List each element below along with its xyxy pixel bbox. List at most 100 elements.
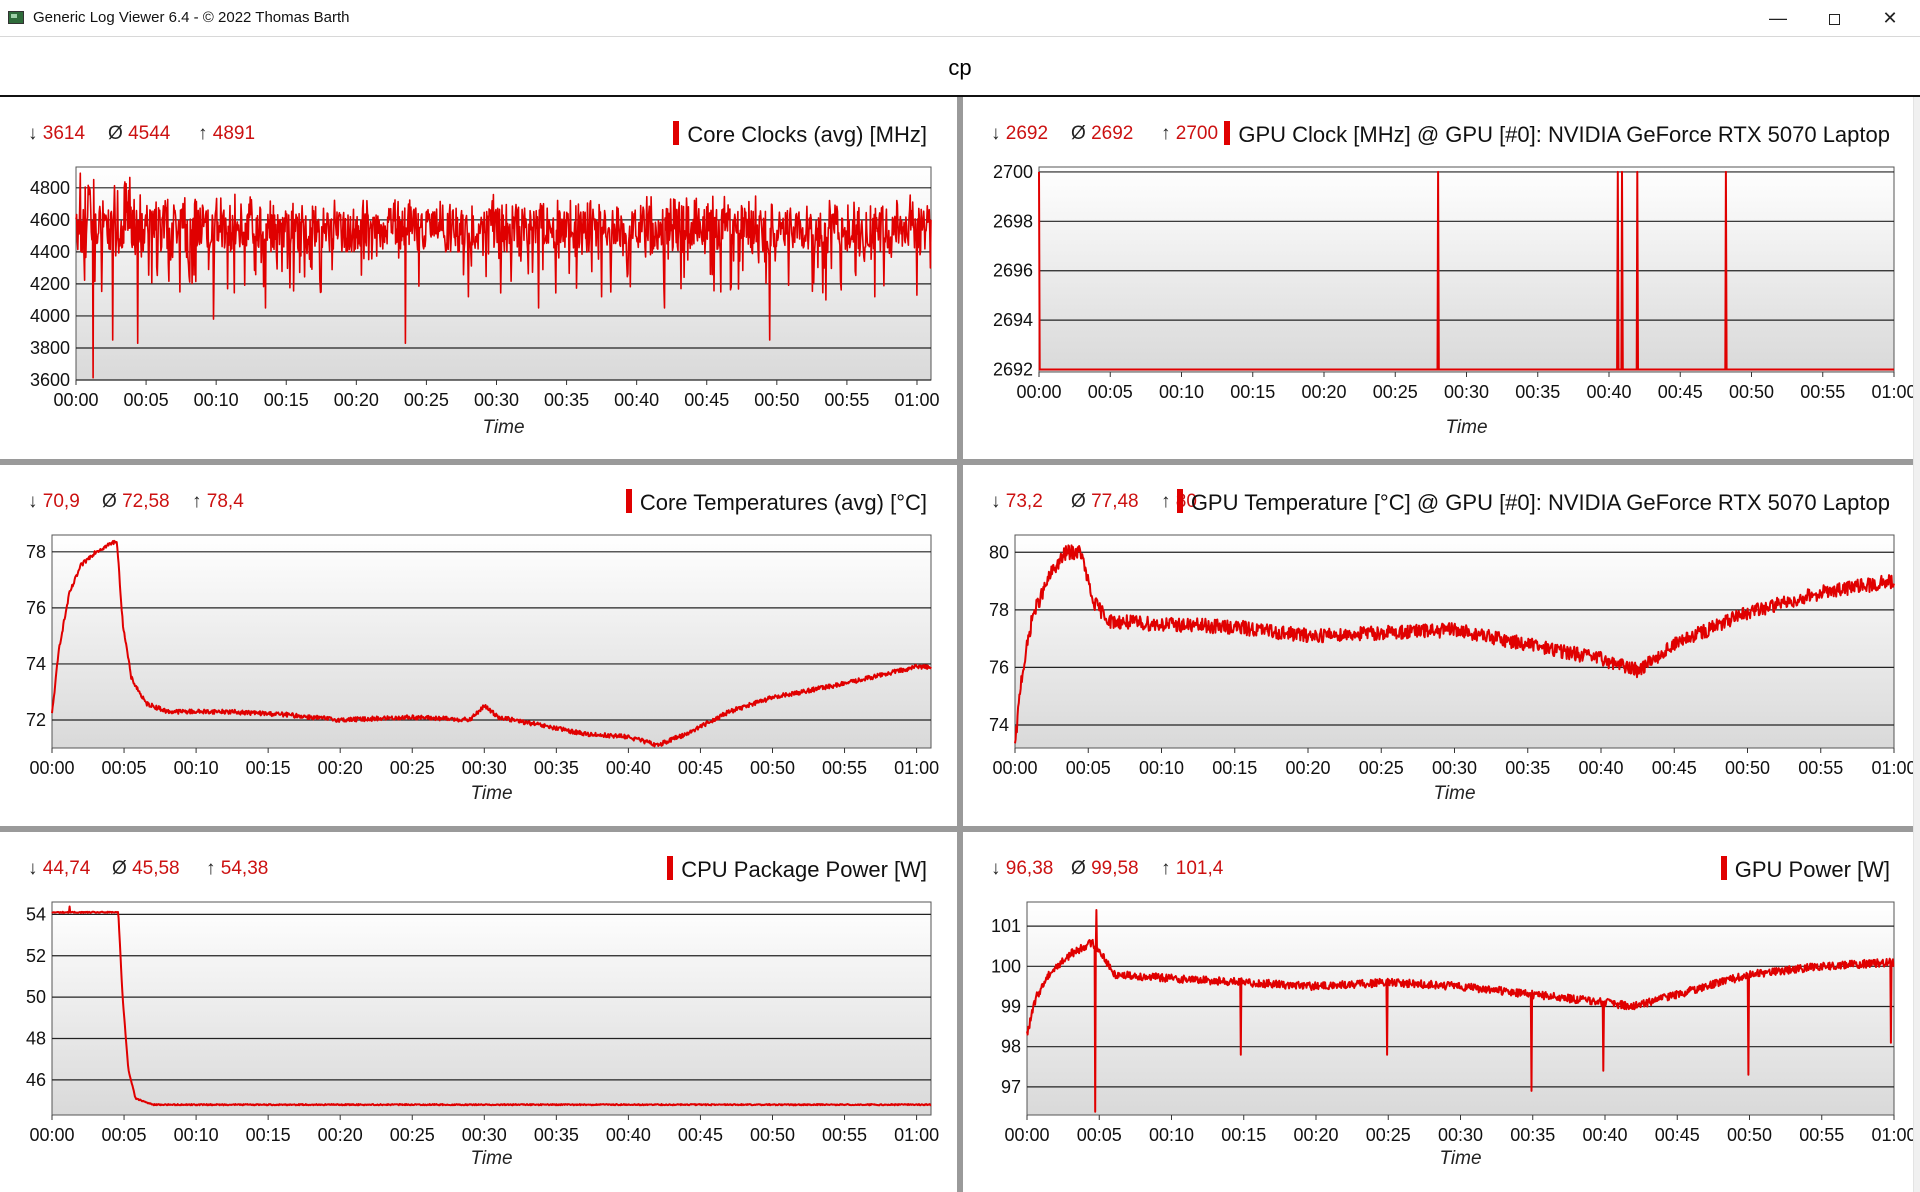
chart-title: CPU Package Power [W]: [667, 856, 927, 883]
stat-max: ↑ 2700: [1161, 123, 1218, 145]
x-tick-label: 01:00: [1871, 1125, 1914, 1145]
chart-title-text: Core Temperatures (avg) [°C]: [639, 490, 927, 515]
stat-avg: Ø 72,58: [102, 491, 170, 513]
stat-min: ↓ 70,9: [28, 491, 80, 513]
stat-min-symbol: ↓: [28, 123, 43, 144]
y-tick-label: 74: [26, 654, 46, 674]
close-button[interactable]: ✕: [1882, 8, 1898, 28]
x-tick-label: 00:05: [1088, 382, 1133, 402]
legend-swatch: [673, 121, 680, 145]
x-tick-label: 00:35: [1510, 1125, 1555, 1145]
title-bar: Generic Log Viewer 6.4 - © 2022 Thomas B…: [0, 0, 1920, 37]
x-tick-label: 00:35: [534, 758, 579, 778]
x-axis-label: Time: [470, 783, 513, 804]
x-tick-label: 00:35: [544, 390, 589, 410]
stat-max-symbol: ↑: [198, 123, 213, 144]
x-tick-label: 01:00: [894, 390, 939, 410]
stat-min: ↓ 96,38: [991, 858, 1053, 880]
chart-panel-5: ↓ 44,74 Ø 45,58 ↑ 54,38 CPU Package Power […: [0, 832, 957, 1192]
stat-min-value: 3614: [42, 123, 86, 144]
x-tick-label: 00:50: [750, 758, 795, 778]
minimize-button[interactable]: —: [1769, 8, 1787, 28]
y-tick-label: 76: [989, 657, 1009, 677]
y-tick-label: 99: [1001, 996, 1021, 1016]
series-line: [1026, 909, 1895, 1113]
x-tick-label: 00:45: [678, 758, 723, 778]
x-tick-label: 00:50: [750, 1125, 795, 1145]
stat-min-symbol: ↓: [991, 858, 1006, 879]
y-tick-label: 48: [26, 1028, 46, 1048]
stat-avg-value: 99,58: [1091, 858, 1139, 879]
x-tick-label: 00:45: [1658, 382, 1703, 402]
y-tick-label: 4400: [30, 242, 70, 262]
chart-title: GPU Clock [MHz] @ GPU [#0]: NVIDIA GeFor…: [1224, 121, 1890, 148]
x-tick-label: 00:25: [1359, 758, 1404, 778]
stat-avg-value: 2692: [1091, 123, 1134, 144]
stat-avg: Ø 2692: [1071, 123, 1133, 145]
x-tick-label: 00:35: [1515, 382, 1560, 402]
series-line: [51, 905, 932, 1107]
x-tick-label: 01:00: [1871, 758, 1914, 778]
y-tick-label: 3600: [30, 370, 70, 390]
chart-svg: 74 76 78 80 00:00 00:05 00:10 00:15 00:20 00:25 00…: [989, 534, 1914, 778]
panel-splitter-vertical[interactable]: [957, 97, 963, 1192]
x-tick-label: 00:40: [606, 758, 651, 778]
stat-max-symbol: ↑: [1161, 491, 1176, 512]
panel-splitter-horizontal-2[interactable]: [0, 826, 1920, 832]
x-tick-label: 00:55: [822, 1125, 867, 1145]
y-tick-label: 2696: [993, 261, 1033, 281]
stat-avg-value: 4544: [128, 123, 171, 144]
panel-splitter-horizontal-1[interactable]: [0, 459, 1920, 465]
y-tick-label: 4200: [30, 274, 70, 294]
vertical-scrollbar[interactable]: [1913, 97, 1920, 1192]
x-axis-label: Time: [1445, 417, 1488, 438]
x-tick-label: 00:30: [462, 1125, 507, 1145]
maximize-button[interactable]: [1806, 0, 1862, 36]
x-tick-label: 00:15: [246, 758, 291, 778]
stat-max-symbol: ↑: [192, 491, 207, 512]
stat-max-symbol: ↑: [1161, 858, 1176, 879]
stat-min: ↓ 3614: [28, 123, 85, 145]
stat-max-value: 2700: [1175, 123, 1219, 144]
y-tick-label: 74: [989, 715, 1009, 735]
stat-max: ↑ 101,4: [1161, 858, 1223, 880]
x-tick-label: 00:10: [194, 390, 239, 410]
y-tick-label: 2700: [993, 162, 1033, 182]
y-tick-label: 52: [26, 946, 46, 966]
x-tick-label: 00:35: [534, 1125, 579, 1145]
x-tick-label: 00:55: [1800, 382, 1845, 402]
y-tick-label: 80: [989, 542, 1009, 562]
x-tick-label: 00:25: [390, 758, 435, 778]
stat-avg: Ø 77,48: [1071, 491, 1139, 513]
x-tick-label: 00:30: [1444, 382, 1489, 402]
x-tick-label: 00:10: [174, 758, 219, 778]
y-tick-label: 98: [1001, 1037, 1021, 1057]
x-tick-label: 00:40: [614, 390, 659, 410]
stat-max-symbol: ↑: [206, 858, 221, 879]
legend-swatch: [1224, 121, 1231, 145]
y-tick-label: 2694: [993, 310, 1033, 330]
legend-swatch: [625, 489, 632, 513]
y-tick-label: 100: [991, 956, 1021, 976]
x-tick-label: 00:20: [1293, 1125, 1338, 1145]
x-tick-label: 00:00: [29, 1125, 74, 1145]
x-tick-label: 00:20: [1285, 758, 1330, 778]
x-tick-label: 00:00: [992, 758, 1037, 778]
stat-max-value: 78,4: [206, 491, 244, 512]
stat-avg-symbol: Ø: [1071, 491, 1092, 512]
y-tick-label: 2692: [993, 360, 1033, 380]
x-tick-label: 00:25: [1366, 1125, 1411, 1145]
page-title: cp: [948, 55, 972, 80]
x-tick-label: 01:00: [894, 758, 939, 778]
y-tick-label: 76: [26, 598, 46, 618]
series-line: [51, 539, 932, 748]
stat-min: ↓ 44,74: [28, 858, 90, 880]
legend-swatch: [667, 856, 674, 880]
x-tick-label: 00:40: [1578, 758, 1623, 778]
x-tick-label: 00:50: [754, 390, 799, 410]
maximize-icon: [1828, 13, 1840, 25]
x-tick-label: 00:00: [1016, 382, 1061, 402]
x-axis-label: Time: [482, 417, 525, 438]
x-tick-label: 00:10: [174, 1125, 219, 1145]
chart-title: GPU Temperature [°C] @ GPU [#0]: NVIDIA …: [1176, 489, 1890, 516]
